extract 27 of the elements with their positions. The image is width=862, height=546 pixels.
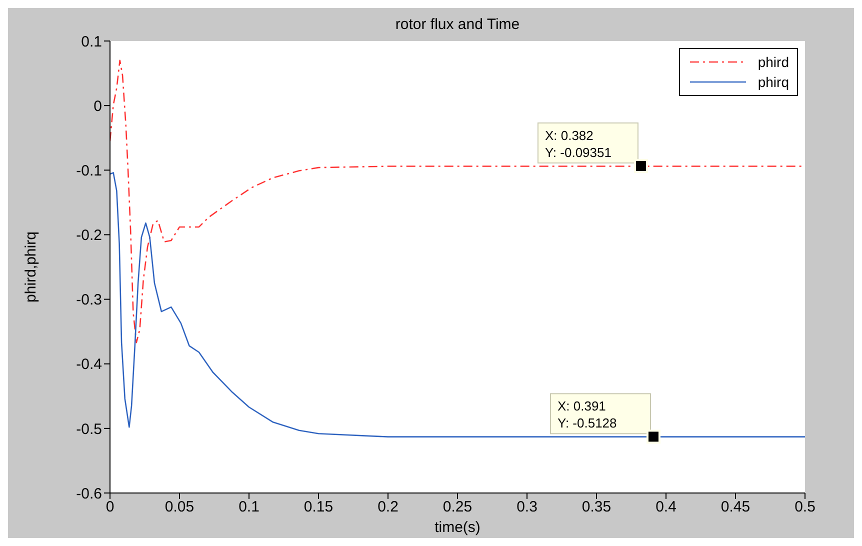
y-tick-label: -0.4 xyxy=(76,356,102,374)
y-tick-label: -0.1 xyxy=(76,162,102,180)
x-tick-label: 0.4 xyxy=(656,498,676,516)
y-tick-label: -0.2 xyxy=(76,227,102,244)
x-tick-label: 0.15 xyxy=(304,498,334,516)
y-tick-label: -0.3 xyxy=(76,292,102,309)
legend-label: phirq xyxy=(758,74,789,90)
x-tick-label: 0.5 xyxy=(794,498,816,516)
x-tick-label: 0.1 xyxy=(238,498,260,516)
x-tick-label: 0.45 xyxy=(720,498,750,516)
x-tick-label: 0.25 xyxy=(442,498,472,516)
y-tick-label: -0.5 xyxy=(76,420,102,438)
chart-title: rotor flux and Time xyxy=(394,16,521,33)
y-tick-label: -0.6 xyxy=(76,485,102,502)
annotation: X: 0.382 Y: -0.09351 xyxy=(544,128,612,160)
y-tick-label: 0 xyxy=(94,98,102,115)
y-tick-label: 0.1 xyxy=(81,33,102,50)
x-tick-label: 0 xyxy=(106,498,114,516)
y-axis-title: phird,phirq xyxy=(22,232,40,302)
x-tick-label: 0.05 xyxy=(164,498,194,516)
annotation: X: 0.391 Y: -0.5128 xyxy=(557,398,617,431)
x-axis-title: time(s) xyxy=(434,519,480,536)
legend-label: phird xyxy=(758,54,789,70)
x-tick-label: 0.35 xyxy=(582,498,612,516)
line-series xyxy=(110,172,805,438)
x-tick-label: 0.2 xyxy=(378,498,398,516)
x-tick-label: 0.3 xyxy=(516,498,538,516)
